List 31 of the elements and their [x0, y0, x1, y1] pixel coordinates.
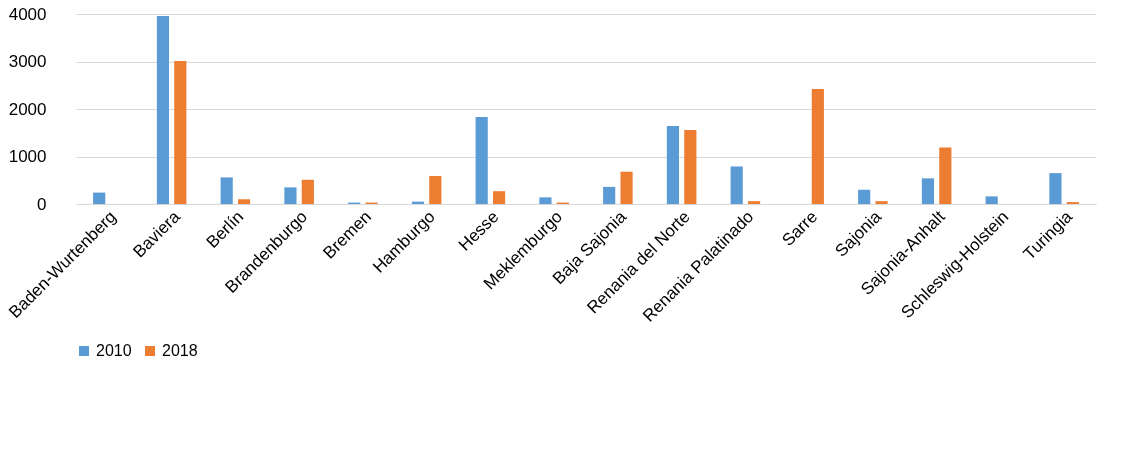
legend-label: 2018: [162, 342, 198, 359]
legend-label: 2010: [96, 342, 132, 359]
bar: [603, 186, 616, 204]
bar: [237, 199, 251, 204]
bar: [730, 166, 743, 204]
bar: [939, 147, 952, 204]
bar: [985, 196, 998, 204]
bar: [666, 126, 680, 204]
bar: [429, 175, 442, 204]
bar: [620, 171, 633, 204]
bar: [811, 89, 824, 204]
y-tick-label: 4000: [8, 4, 47, 24]
bar: [93, 192, 106, 204]
bar: [284, 187, 297, 204]
bar: [220, 177, 233, 204]
bar: [475, 117, 488, 204]
y-tick-label: 2000: [8, 99, 47, 119]
y-tick-label: 1000: [8, 147, 47, 166]
bar: [539, 197, 552, 204]
bar: [301, 179, 314, 204]
bar: [1049, 173, 1062, 204]
y-tick-label: 3000: [8, 52, 47, 71]
bar: [921, 178, 935, 204]
bar: [858, 189, 871, 204]
bar: [492, 191, 506, 204]
bar: [684, 129, 697, 204]
bar: [156, 15, 170, 204]
bar: [875, 201, 888, 204]
bar: [174, 61, 187, 204]
y-tick-label: 0: [37, 194, 47, 214]
bar: [747, 201, 761, 204]
